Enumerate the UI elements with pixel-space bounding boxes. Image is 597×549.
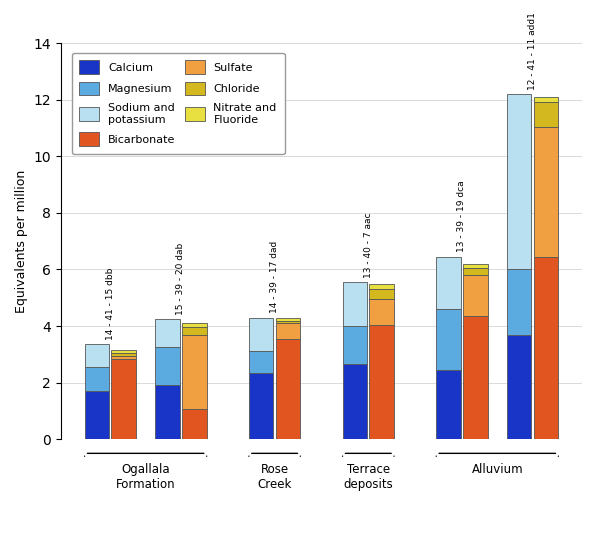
- Bar: [249, 351, 273, 373]
- Text: Rose
Creek: Rose Creek: [257, 463, 292, 491]
- Text: Ogallala
Formation: Ogallala Formation: [116, 463, 176, 491]
- Bar: [276, 318, 300, 321]
- Bar: [370, 289, 394, 299]
- Bar: [534, 97, 558, 103]
- Bar: [370, 324, 394, 439]
- Bar: [370, 284, 394, 289]
- Text: Terrace
deposits: Terrace deposits: [343, 463, 393, 491]
- Bar: [249, 373, 273, 439]
- Bar: [112, 358, 136, 439]
- Bar: [276, 323, 300, 339]
- Bar: [534, 257, 558, 439]
- Bar: [507, 334, 531, 439]
- Bar: [343, 326, 367, 364]
- Bar: [249, 317, 273, 351]
- Bar: [436, 257, 461, 309]
- Bar: [507, 270, 531, 334]
- Bar: [463, 316, 488, 439]
- Bar: [85, 344, 109, 367]
- Bar: [112, 350, 136, 354]
- Text: 13 - 39 - 19 dca: 13 - 39 - 19 dca: [457, 181, 466, 253]
- Bar: [436, 309, 461, 370]
- Bar: [182, 327, 207, 334]
- Legend: Calcium, Magnesium, Sodium and
potassium, Bicarbonate, Sulfate, Chloride, Nitrat: Calcium, Magnesium, Sodium and potassium…: [72, 53, 285, 154]
- Bar: [155, 347, 180, 385]
- Bar: [85, 391, 109, 439]
- Bar: [463, 275, 488, 316]
- Text: 13 - 40 - 7 aac: 13 - 40 - 7 aac: [364, 212, 373, 278]
- Bar: [182, 323, 207, 327]
- Text: 15 - 39 - 20 dab: 15 - 39 - 20 dab: [177, 243, 186, 315]
- Text: Alluvium: Alluvium: [472, 463, 523, 476]
- Bar: [463, 268, 488, 275]
- Bar: [112, 354, 136, 356]
- Text: 14 - 39 - 17 dad: 14 - 39 - 17 dad: [270, 241, 279, 313]
- Bar: [343, 282, 367, 326]
- Bar: [276, 339, 300, 439]
- Bar: [276, 321, 300, 323]
- Bar: [343, 364, 367, 439]
- Text: 12 - 41 - 11 add1: 12 - 41 - 11 add1: [528, 12, 537, 89]
- Bar: [507, 94, 531, 270]
- Bar: [370, 299, 394, 324]
- Bar: [463, 264, 488, 268]
- Bar: [85, 367, 109, 391]
- Bar: [182, 334, 207, 410]
- Bar: [112, 356, 136, 358]
- Bar: [182, 410, 207, 439]
- Bar: [155, 385, 180, 439]
- Bar: [534, 126, 558, 257]
- Bar: [436, 370, 461, 439]
- Bar: [155, 319, 180, 347]
- Text: 14 - 41 - 15 dbb: 14 - 41 - 15 dbb: [106, 268, 115, 340]
- Y-axis label: Equivalents per million: Equivalents per million: [15, 170, 28, 313]
- Bar: [534, 103, 558, 126]
